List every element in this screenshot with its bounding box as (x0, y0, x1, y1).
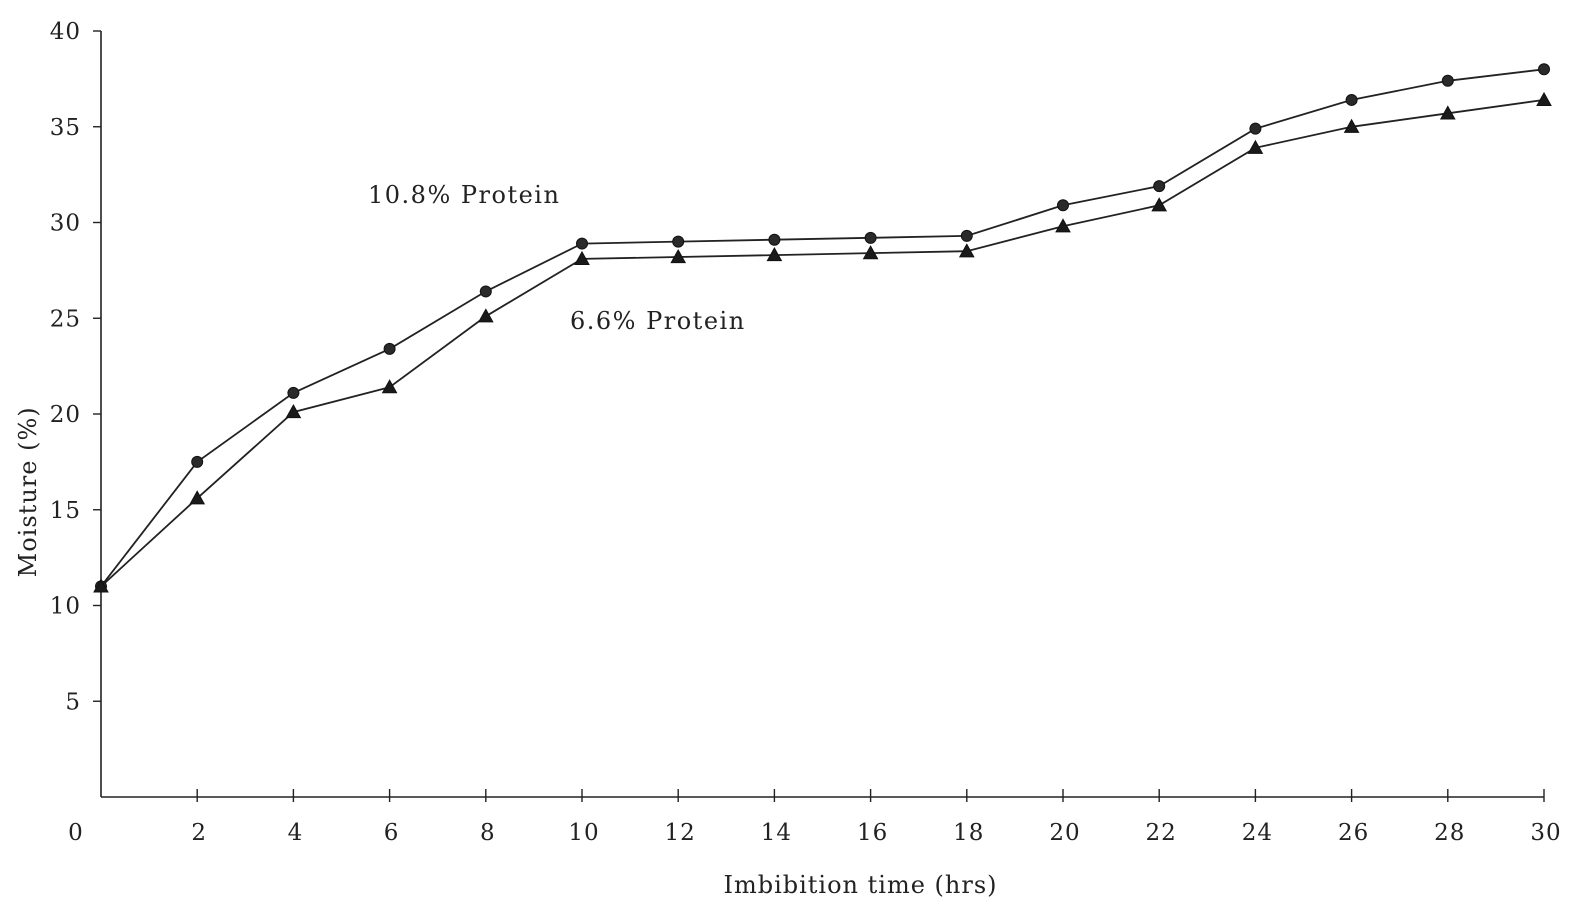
y-tick-label: 35 (50, 115, 81, 141)
data-point-circle (1345, 93, 1358, 106)
data-point-circle (672, 235, 685, 248)
data-point-triangle (381, 379, 398, 394)
series-label-6-6-protein: 6.6% Protein (570, 307, 746, 335)
x-tick-label: 16 (857, 820, 888, 846)
data-point-triangle (1343, 118, 1360, 133)
y-tick-label: 25 (50, 306, 81, 332)
series-layer (93, 63, 1552, 593)
x-tick-label: 0 (68, 820, 84, 846)
data-point-circle (576, 237, 588, 250)
x-tick-label: 12 (665, 820, 696, 846)
data-point-triangle (862, 245, 879, 260)
data-point-triangle (1151, 197, 1168, 212)
x-ticks: 0 2 4 6 8 10 12 14 16 18 20 22 24 26 28 30 (68, 789, 1561, 846)
data-point-circle (1538, 63, 1550, 76)
data-point-triangle (1247, 139, 1264, 154)
x-axis-title: Imbibition time (hrs) (723, 871, 997, 899)
x-tick-label: 6 (384, 820, 400, 846)
x-tick-label: 14 (761, 820, 792, 846)
x-tick-label: 24 (1242, 820, 1273, 846)
y-tick-label: 15 (50, 498, 81, 524)
x-tick-label: 18 (953, 820, 984, 846)
data-point-circle (1153, 180, 1166, 193)
data-point-circle (960, 229, 973, 242)
data-point-triangle (477, 308, 494, 323)
x-tick-label: 2 (191, 820, 207, 846)
data-point-circle (287, 386, 300, 399)
x-tick-label: 22 (1146, 820, 1177, 846)
x-tick-label: 30 (1530, 820, 1561, 846)
data-point-circle (479, 285, 492, 298)
x-tick-label: 8 (480, 820, 496, 846)
series-line-0 (100, 68, 1545, 587)
data-point-triangle (285, 404, 302, 419)
y-tick-label: 10 (50, 594, 81, 620)
data-point-triangle (766, 247, 783, 262)
series-label-10-8-protein: 10.8% Protein (368, 181, 560, 209)
y-tick-label: 20 (50, 402, 81, 428)
data-point-triangle (670, 248, 687, 264)
x-tick-label: 4 (288, 820, 304, 846)
data-point-triangle (1439, 105, 1456, 120)
data-point-triangle (1536, 91, 1552, 107)
y-axis-title: Moisture (%) (14, 406, 42, 577)
series-line-1 (100, 99, 1545, 588)
x-tick-label: 20 (1049, 820, 1080, 846)
x-tick-label: 28 (1434, 820, 1465, 846)
data-point-circle (1441, 74, 1454, 87)
y-tick-label: 5 (65, 689, 81, 715)
data-point-circle (191, 455, 204, 468)
data-point-triangle (1055, 218, 1071, 233)
y-tick-label: 30 (50, 211, 81, 237)
data-point-circle (1057, 199, 1069, 212)
data-point-triangle (189, 490, 206, 505)
data-point-circle (768, 233, 781, 246)
y-ticks: 5 10 15 20 25 30 35 40 (50, 19, 101, 715)
y-tick-label: 40 (50, 19, 81, 45)
data-point-circle (864, 231, 877, 244)
data-point-circle (383, 342, 396, 355)
x-tick-label: 26 (1338, 820, 1369, 846)
data-point-triangle (574, 250, 590, 265)
x-tick-label: 10 (568, 820, 599, 846)
data-point-triangle (93, 578, 109, 593)
data-point-circle (1249, 122, 1262, 135)
data-point-triangle (958, 243, 975, 258)
